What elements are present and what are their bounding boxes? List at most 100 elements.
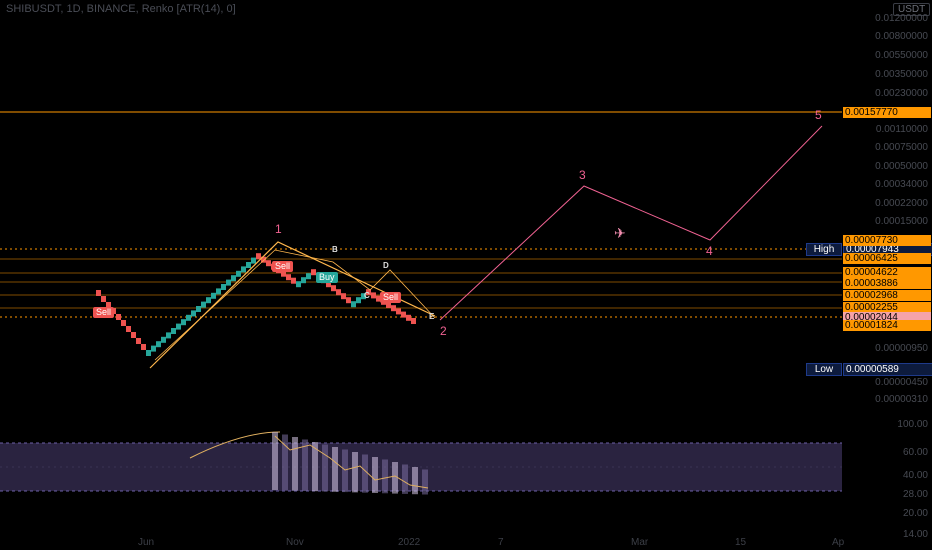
renko-brick (266, 260, 271, 267)
price-tag-t6: 0.00002255 (843, 302, 931, 313)
renko-brick (101, 296, 106, 302)
oscillator-bar (332, 447, 338, 492)
price-tag-wave5: 0.00157770 (843, 107, 931, 118)
oscillator-bar (362, 454, 368, 493)
price-tick: 0.00075000 (875, 142, 928, 153)
renko-brick (311, 269, 316, 276)
price-tick: 0.01200000 (875, 13, 928, 24)
price-tick: 0.00034000 (875, 179, 928, 190)
renko-brick (361, 293, 366, 300)
time-tick: Nov (286, 537, 304, 548)
renko-brick (366, 289, 371, 296)
renko-brick (401, 311, 406, 318)
price-tick: 0.00550000 (875, 50, 928, 61)
wave-label-3: 3 (579, 168, 586, 182)
renko-brick (326, 281, 331, 288)
renko-brick (261, 256, 266, 263)
time-tick: Ap (832, 537, 845, 548)
pattern-point-c: C (364, 291, 370, 300)
time-tick: Mar (631, 537, 649, 548)
renko-brick (216, 288, 221, 295)
renko-brick (206, 297, 211, 304)
oscillator-bar (342, 449, 348, 493)
oscillator-bar (422, 469, 428, 495)
renko-brick (221, 284, 226, 290)
time-tick: 2022 (398, 537, 421, 548)
oscillator-bar (402, 464, 408, 494)
price-tick: 0.00050000 (875, 161, 928, 172)
renko-brick (186, 314, 191, 321)
time-tick: 15 (735, 537, 747, 548)
renko-brick (256, 253, 261, 260)
renko-brick (166, 332, 171, 339)
oscillator-bar (312, 442, 318, 492)
aircraft-icon: ✈ (614, 225, 626, 241)
price-tick: 0.00800000 (875, 31, 928, 42)
renko-brick (291, 277, 296, 284)
oscillator-bar (272, 432, 278, 490)
renko-brick (181, 319, 186, 326)
price-tick: 0.00230000 (875, 88, 928, 99)
osc-tick: 40.00 (902, 470, 928, 481)
oscillator-bar (302, 439, 308, 491)
renko-brick (371, 292, 376, 299)
renko-brick (356, 297, 361, 304)
renko-brick (236, 270, 241, 277)
wave-label-1: 1 (275, 222, 282, 236)
renko-brick (346, 297, 351, 304)
renko-brick (376, 295, 381, 302)
renko-brick (106, 302, 111, 308)
price-tag-t7: 0.00001824 (843, 320, 931, 331)
sell-signal: Sell (272, 261, 294, 272)
renko-brick (331, 285, 336, 292)
oscillator-bar (352, 452, 358, 493)
oscillator-bar (412, 467, 418, 495)
wave-label-2: 2 (440, 324, 447, 338)
renko-brick (386, 302, 391, 308)
oscillator-bar (292, 437, 298, 491)
osc-tick: 20.00 (902, 508, 928, 519)
renko-brick (126, 326, 131, 332)
pattern-inner (154, 249, 436, 361)
renko-bricks (96, 253, 416, 356)
renko-brick (341, 293, 346, 300)
renko-brick (351, 301, 356, 308)
oscillator-bar (322, 444, 328, 492)
renko-brick (171, 328, 176, 334)
renko-brick (406, 314, 411, 321)
oscillator-bars (272, 432, 428, 495)
pattern-point-e: E (429, 312, 435, 321)
wave-label-5: 5 (815, 108, 822, 122)
price-tick: 0.00015000 (875, 216, 928, 227)
sell-signal: Sell (93, 307, 115, 318)
oscillator-line (274, 435, 429, 489)
price-tick: 0.00000310 (875, 394, 928, 405)
renko-brick (121, 320, 126, 326)
renko-brick (156, 341, 161, 348)
wave-label-4: 4 (706, 244, 713, 258)
renko-brick (251, 257, 256, 264)
renko-brick (131, 332, 136, 338)
time-tick: Jun (138, 537, 155, 548)
time-tick: 7 (498, 537, 504, 548)
renko-brick (391, 305, 396, 312)
renko-brick (151, 345, 156, 352)
renko-brick (246, 262, 251, 268)
sell-signal: Sell (380, 292, 402, 303)
osc-tick: 14.00 (902, 529, 928, 540)
renko-brick (211, 292, 216, 299)
renko-brick (226, 279, 231, 286)
renko-brick (96, 290, 101, 296)
renko-brick (241, 266, 246, 273)
renko-brick (411, 318, 416, 324)
oscillator-bar (392, 462, 398, 494)
oscillator-bar (282, 434, 288, 491)
pattern-point-d: D (383, 261, 389, 270)
price-tag-t4: 0.00003886 (843, 278, 931, 289)
symbol-info: SHIBUSDT, 1D, BINANCE, Renko [ATR(14), 0… (6, 3, 236, 15)
price-tick: 0.00000450 (875, 377, 928, 388)
renko-brick (301, 277, 306, 284)
currency-button[interactable]: USDT (893, 3, 931, 16)
osc-tick: 60.00 (902, 447, 928, 458)
